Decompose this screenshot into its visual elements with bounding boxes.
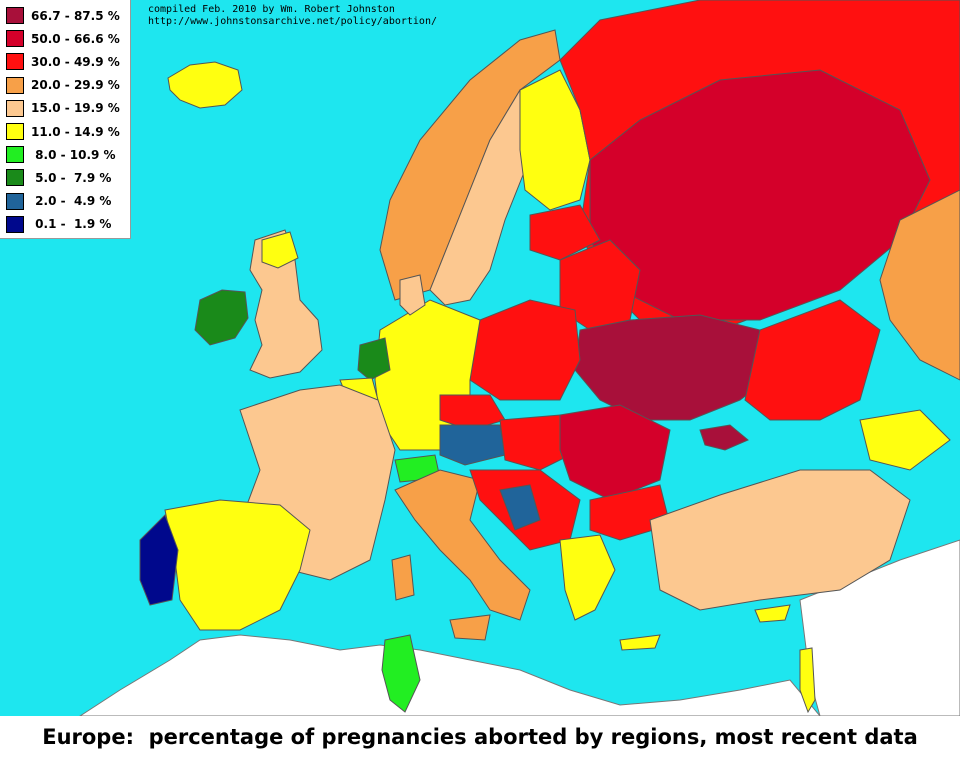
baltics (529, 204, 601, 261)
legend-swatch (6, 76, 24, 94)
great-britain (249, 229, 323, 379)
spain (164, 499, 311, 631)
legend-item: 66.7 - 87.5 % (6, 4, 130, 27)
caucasus (859, 409, 951, 471)
greece (559, 534, 616, 621)
caption-bar: Europe: percentage of pregnancies aborte… (0, 716, 960, 757)
legend-label: 0.1 - 1.9 % (31, 217, 112, 232)
legend-item: 2.0 - 4.9 % (6, 190, 130, 213)
legend-item: 20.0 - 29.9 % (6, 74, 130, 97)
legend-item: 30.0 - 49.9 % (6, 50, 130, 73)
credit: compiled Feb. 2010 by Wm. Robert Johnsto… (148, 4, 437, 28)
legend-label: 15.0 - 19.9 % (31, 101, 120, 116)
legend-swatch (6, 7, 24, 25)
legend-swatch (6, 169, 24, 187)
legend-item: 8.0 - 10.9 % (6, 143, 130, 166)
legend: 66.7 - 87.5 % 50.0 - 66.6 % 30.0 - 49.9 % 2… (0, 0, 131, 239)
legend-label: 20.0 - 29.9 % (31, 78, 120, 93)
legend-swatch (6, 53, 24, 71)
russia-south (744, 299, 881, 421)
legend-item: 5.0 - 7.9 % (6, 166, 130, 189)
bosnia (499, 484, 541, 531)
north-africa-land (79, 634, 821, 716)
legend-item: 0.1 - 1.9 % (6, 213, 130, 236)
legend-label: 8.0 - 10.9 % (31, 147, 116, 162)
legend-label: 66.7 - 87.5 % (31, 8, 120, 23)
legend-swatch (6, 123, 24, 141)
denmark (399, 274, 426, 316)
map-caption: Europe: percentage of pregnancies aborte… (42, 724, 918, 749)
legend-item: 11.0 - 14.9 % (6, 120, 130, 143)
sardinia (391, 554, 415, 601)
crete (619, 634, 661, 651)
europe-map (0, 0, 960, 716)
map-canvas (0, 0, 960, 716)
finland (519, 69, 591, 211)
legend-swatch (6, 192, 24, 210)
netherlands (357, 337, 391, 381)
legend-item: 50.0 - 66.6 % (6, 27, 130, 50)
legend-swatch (6, 30, 24, 48)
turkey (649, 469, 911, 611)
scotland-north (261, 231, 299, 269)
ukraine (574, 314, 781, 421)
crimea (699, 424, 749, 451)
israel (799, 647, 816, 714)
legend-item: 15.0 - 19.9 % (6, 97, 130, 120)
iceland (167, 61, 243, 109)
ireland (194, 289, 249, 346)
russia-east (879, 189, 960, 381)
poland (469, 299, 581, 401)
legend-label: 11.0 - 14.9 % (31, 124, 120, 139)
portugal (139, 514, 179, 606)
credit-line-1: compiled Feb. 2010 by Wm. Robert Johnsto… (148, 4, 395, 15)
cyprus (754, 604, 791, 623)
legend-swatch (6, 99, 24, 117)
sicily (449, 614, 491, 641)
legend-label: 5.0 - 7.9 % (31, 170, 112, 185)
legend-label: 2.0 - 4.9 % (31, 194, 112, 209)
legend-label: 30.0 - 49.9 % (31, 54, 120, 69)
tunisia (381, 634, 421, 713)
austria (439, 424, 506, 466)
bulgaria (589, 484, 671, 541)
credit-line-2: http://www.johnstonsarchive.net/policy/a… (148, 16, 437, 27)
legend-label: 50.0 - 66.6 % (31, 31, 120, 46)
legend-swatch (6, 215, 24, 233)
legend-swatch (6, 146, 24, 164)
